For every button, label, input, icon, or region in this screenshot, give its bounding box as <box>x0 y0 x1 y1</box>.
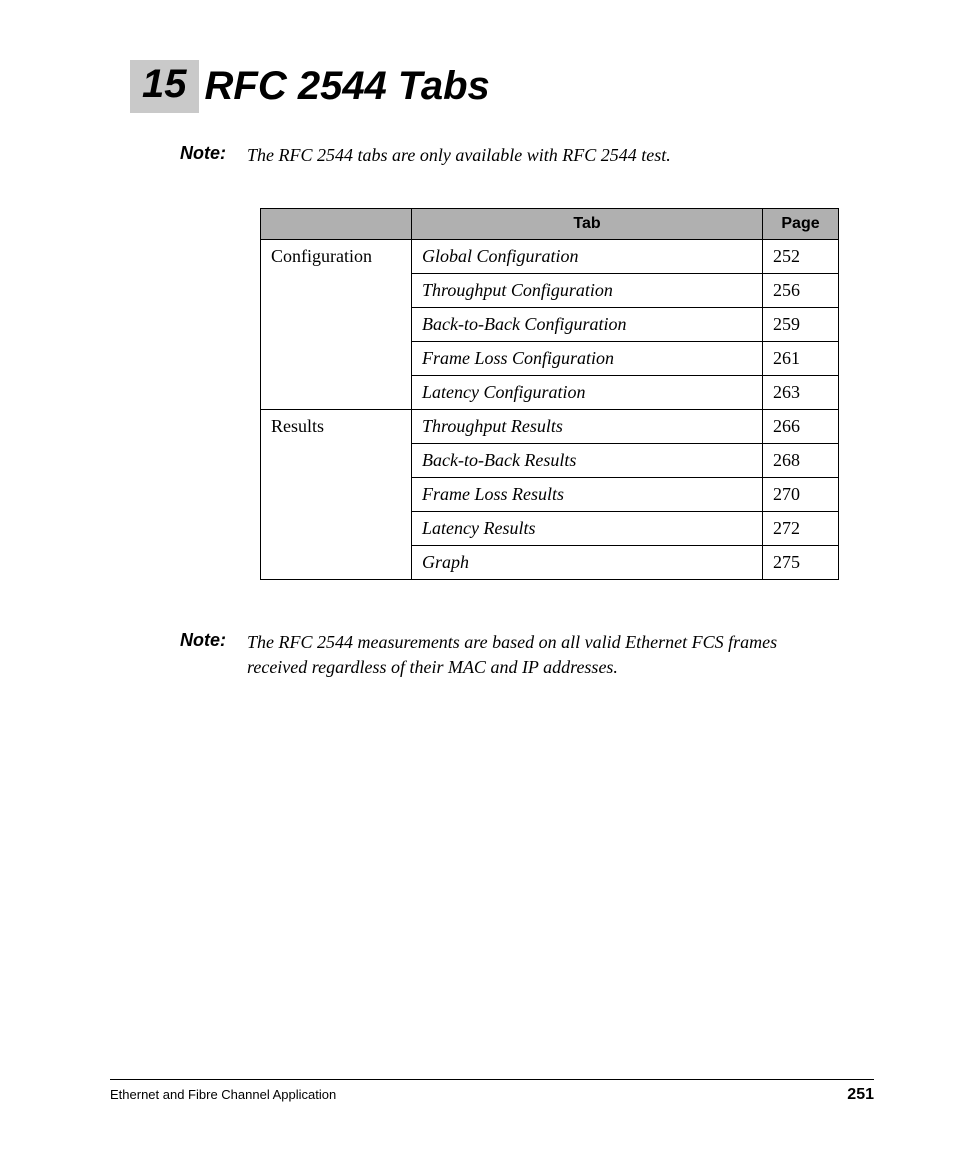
table-row: Results Throughput Results 266 <box>261 410 839 444</box>
tab-cell: Back-to-Back Results <box>412 444 763 478</box>
tab-cell: Global Configuration <box>412 240 763 274</box>
chapter-number: 15 <box>142 62 187 106</box>
col-header-tab: Tab <box>412 209 763 240</box>
note-2: Note: The RFC 2544 measurements are base… <box>180 630 814 680</box>
page-cell: 275 <box>763 546 839 580</box>
category-cell: Configuration <box>261 240 412 410</box>
tab-cell: Frame Loss Results <box>412 478 763 512</box>
page-cell: 266 <box>763 410 839 444</box>
col-header-category <box>261 209 412 240</box>
chapter-title: RFC 2544 Tabs <box>205 64 490 109</box>
page-cell: 268 <box>763 444 839 478</box>
chapter-number-box: 15 <box>130 60 199 113</box>
note-text: The RFC 2544 tabs are only available wit… <box>247 143 671 168</box>
footer-line: Ethernet and Fibre Channel Application 2… <box>110 1086 874 1104</box>
tab-cell: Latency Configuration <box>412 376 763 410</box>
tab-cell: Latency Results <box>412 512 763 546</box>
tab-cell: Throughput Configuration <box>412 274 763 308</box>
page-cell: 263 <box>763 376 839 410</box>
page-cell: 259 <box>763 308 839 342</box>
toc-table: Tab Page Configuration Global Configurat… <box>260 208 839 580</box>
document-page: 15 RFC 2544 Tabs Note: The RFC 2544 tabs… <box>0 0 954 1159</box>
footer-page-number: 251 <box>847 1086 874 1104</box>
page-cell: 252 <box>763 240 839 274</box>
note-1: Note: The RFC 2544 tabs are only availab… <box>180 143 814 168</box>
table-header-row: Tab Page <box>261 209 839 240</box>
table-row: Configuration Global Configuration 252 <box>261 240 839 274</box>
chapter-heading: 15 RFC 2544 Tabs <box>130 60 874 113</box>
footer-doc-title: Ethernet and Fibre Channel Application <box>110 1087 336 1102</box>
tab-cell: Graph <box>412 546 763 580</box>
category-cell: Results <box>261 410 412 580</box>
tab-cell: Frame Loss Configuration <box>412 342 763 376</box>
note-label: Note: <box>180 630 235 680</box>
page-cell: 270 <box>763 478 839 512</box>
note-label: Note: <box>180 143 235 168</box>
page-footer: Ethernet and Fibre Channel Application 2… <box>110 1079 874 1104</box>
note-text: The RFC 2544 measurements are based on a… <box>247 630 814 680</box>
tab-cell: Back-to-Back Configuration <box>412 308 763 342</box>
page-cell: 256 <box>763 274 839 308</box>
col-header-page: Page <box>763 209 839 240</box>
page-cell: 261 <box>763 342 839 376</box>
tab-cell: Throughput Results <box>412 410 763 444</box>
footer-rule <box>110 1079 874 1080</box>
page-cell: 272 <box>763 512 839 546</box>
